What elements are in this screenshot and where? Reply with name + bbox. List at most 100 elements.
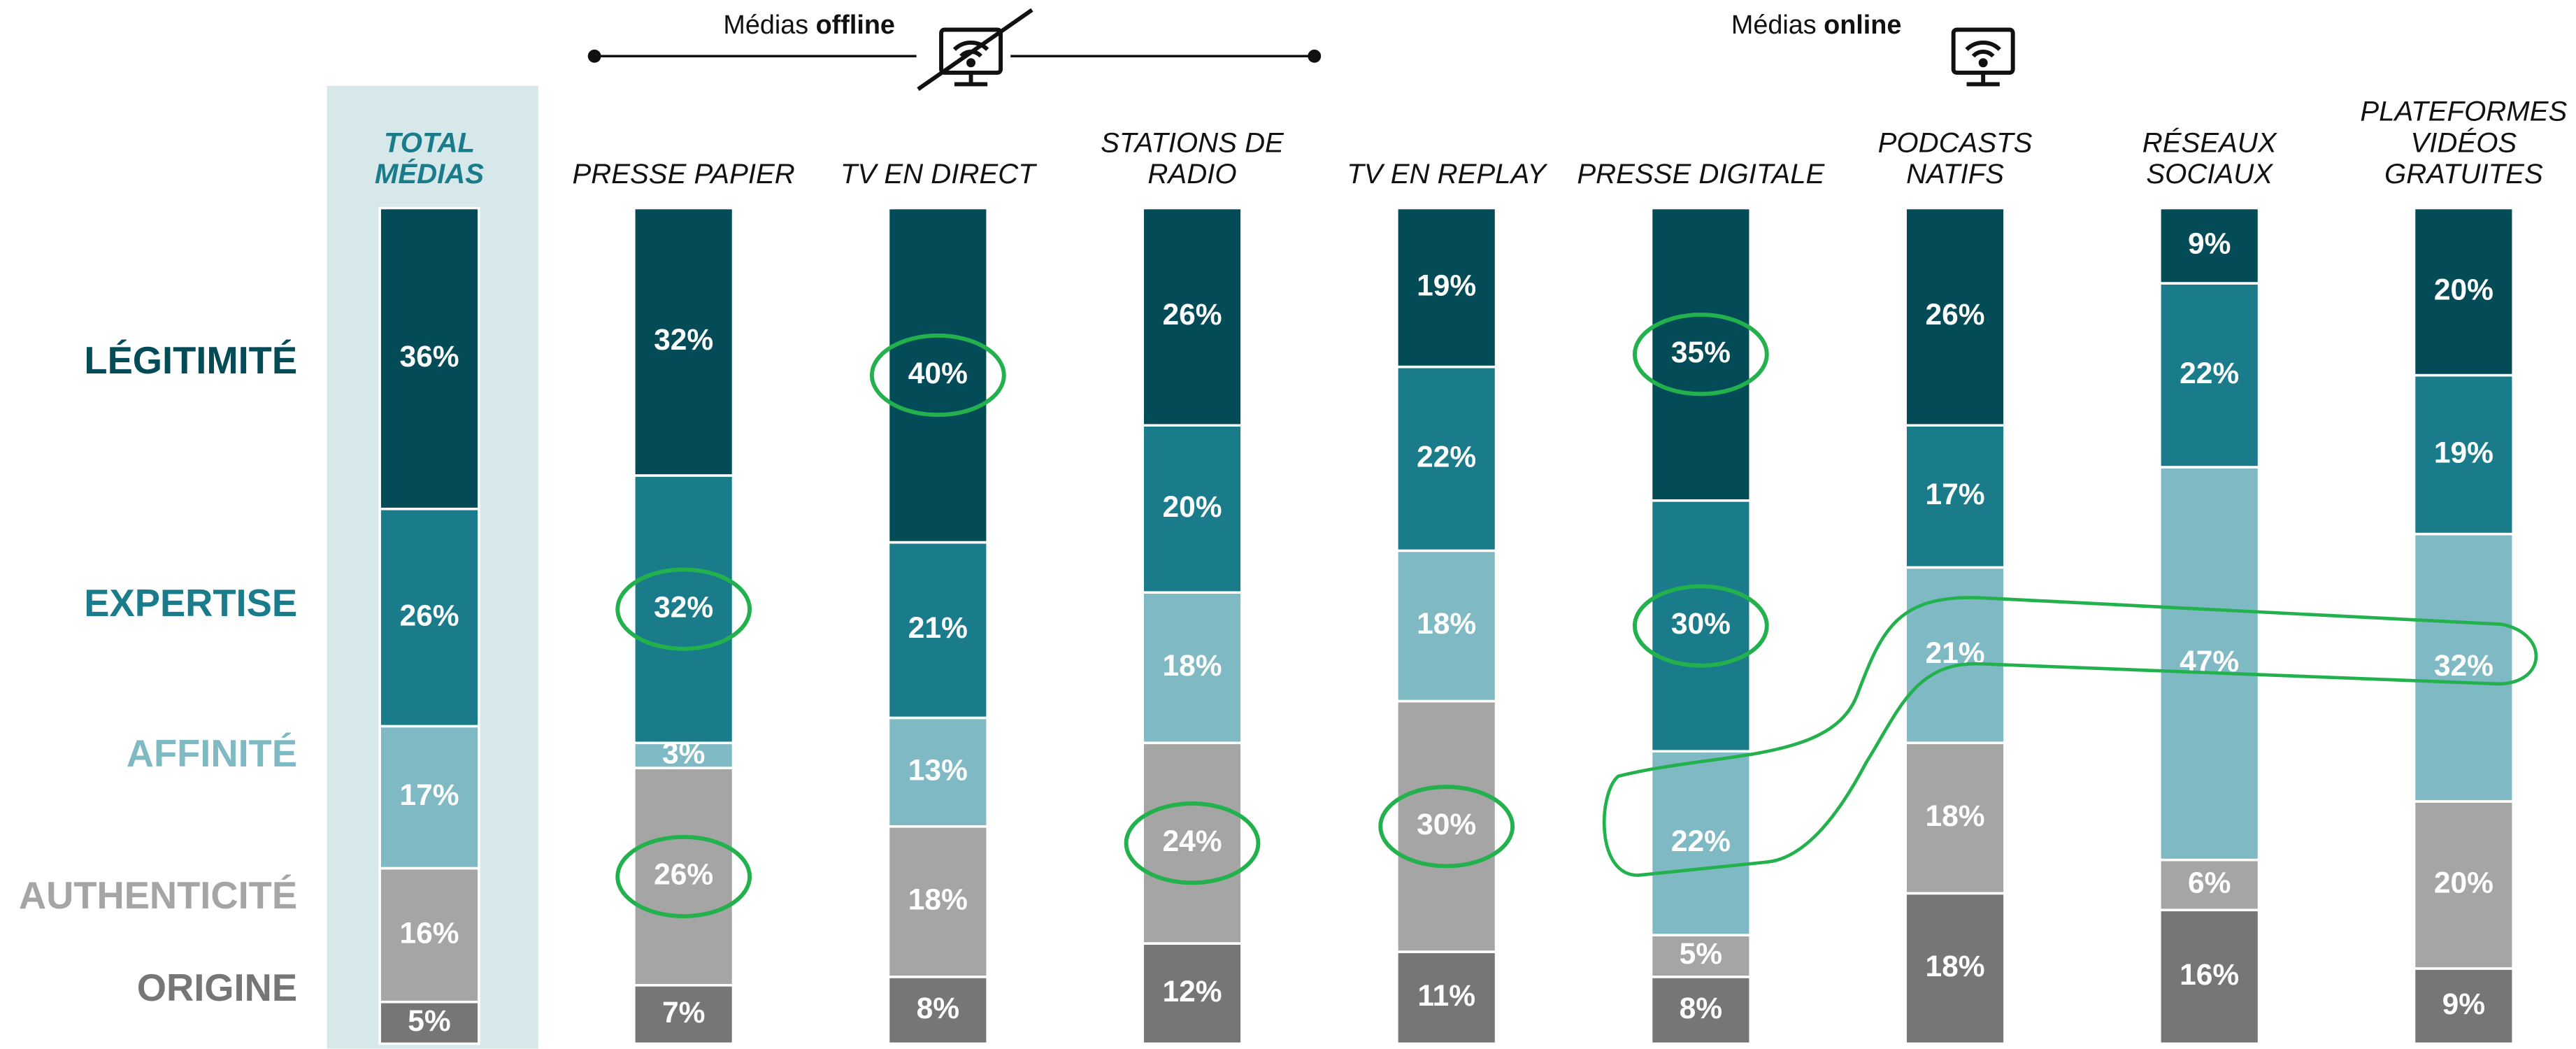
bar-segment <box>1904 741 2006 895</box>
category-label: TV EN REPLAY <box>1347 158 1547 190</box>
value-label: 26% <box>654 859 713 892</box>
bar-segment <box>1904 424 2006 569</box>
bars: 5%16%17%26%36%7%26%3%32%32%8%18%13%21%40… <box>378 206 2514 1046</box>
annotation-prefix: Médias <box>723 10 808 40</box>
legend-label: EXPERTISE <box>84 582 297 625</box>
value-label: 17% <box>1925 478 1984 511</box>
bar-segment <box>2159 206 2261 285</box>
value-label: 16% <box>2180 959 2239 992</box>
bar-segment <box>1396 206 1498 369</box>
value-label: 26% <box>1925 299 1984 331</box>
bar-segment <box>1650 976 1752 1046</box>
bar-segment <box>378 206 480 511</box>
value-label: 18% <box>1162 650 1222 683</box>
online-label: Médias online <box>1731 10 1901 40</box>
bar-segment <box>1141 942 1243 1046</box>
bar-segment <box>1396 950 1498 1046</box>
bar-segment <box>887 206 989 544</box>
value-label: 35% <box>1671 336 1731 369</box>
value-label: 8% <box>1680 992 1722 1025</box>
bar-segment <box>1904 892 2006 1046</box>
bar-segment <box>1141 741 1243 945</box>
highlight-circle <box>1124 801 1261 885</box>
bar-segment <box>1396 549 1498 703</box>
bar-segment <box>887 716 989 828</box>
tv-offline-icon <box>917 8 1033 91</box>
bar-segment <box>1650 499 1752 753</box>
highlight-circle <box>615 567 752 651</box>
value-label: 19% <box>1417 269 1476 302</box>
legend-label: ORIGINE <box>137 966 297 1009</box>
bar-segment <box>378 507 480 728</box>
bar-segment <box>1141 206 1243 427</box>
bar-segment <box>2412 206 2514 377</box>
legend-label: AUTHENTICITÉ <box>19 874 297 917</box>
bar-segment <box>1141 591 1243 745</box>
annotation-emphasis: offline <box>816 10 895 40</box>
value-label: 24% <box>1162 825 1222 858</box>
category-label: RÉSEAUX SOCIAUX <box>2142 127 2277 190</box>
legend-label: LÉGITIMITÉ <box>84 339 297 382</box>
bar-segment <box>887 541 989 720</box>
offline-bracket <box>587 49 1322 63</box>
value-label: 11% <box>1417 980 1475 1013</box>
category-label: TV EN DIRECT <box>840 158 1036 190</box>
value-label: 22% <box>1671 825 1731 858</box>
value-label: 18% <box>1925 950 1984 983</box>
value-label: 5% <box>408 1005 450 1038</box>
offline-label: Médias offline <box>723 10 895 40</box>
value-label: 5% <box>1680 938 1722 971</box>
value-label: 22% <box>1417 441 1476 473</box>
highlight-loop <box>1602 596 2538 877</box>
bar-segment <box>633 206 735 477</box>
value-label: 20% <box>1162 491 1222 524</box>
value-label: 18% <box>1417 608 1476 641</box>
value-label: 18% <box>908 884 968 917</box>
bar-segment <box>633 766 735 987</box>
value-label: 30% <box>1417 808 1476 841</box>
value-label: 20% <box>2434 867 2493 900</box>
bar-segment <box>378 866 480 1004</box>
value-label: 9% <box>2188 228 2231 261</box>
highlights <box>615 313 1769 919</box>
highlight-circle <box>615 834 752 919</box>
bar-segment <box>633 984 735 1046</box>
value-label: 26% <box>1162 299 1222 331</box>
annotation-emphasis: online <box>1824 10 1901 40</box>
category-label: PLATEFORMES VIDÉOS GRATUITES <box>2360 95 2568 190</box>
highlight-circle <box>869 333 1006 418</box>
category-label: PRESSE DIGITALE <box>1577 158 1825 190</box>
bar-segment <box>378 1000 480 1046</box>
value-label: 19% <box>2434 436 2493 469</box>
bar-segment <box>2412 373 2514 536</box>
value-label: 30% <box>1671 608 1731 641</box>
bar-segment <box>1650 206 1752 502</box>
value-label: 32% <box>654 324 713 357</box>
value-label: 22% <box>2180 357 2239 390</box>
highlight-circle <box>1378 785 1515 869</box>
value-label: 12% <box>1162 976 1222 1008</box>
bar-segment <box>1396 365 1498 552</box>
bar-segment <box>1141 424 1243 594</box>
value-label: 13% <box>908 754 968 787</box>
bar-segment <box>887 976 989 1046</box>
value-label: 32% <box>2434 650 2493 683</box>
category-label: TOTAL MÉDIAS <box>374 127 485 190</box>
category-label: PODCASTS NATIFS <box>1877 127 2033 190</box>
bar-segment <box>378 725 480 870</box>
value-label: 18% <box>1925 800 1984 833</box>
annotation-prefix: Médias <box>1731 10 1817 40</box>
bar-segment <box>1904 206 2006 427</box>
value-label: 21% <box>908 612 968 645</box>
value-label: 32% <box>654 591 713 624</box>
bar-segment <box>1650 750 1752 936</box>
value-label: 16% <box>399 917 459 950</box>
category-label: PRESSE PAPIER <box>572 158 795 190</box>
value-label: 36% <box>399 341 459 373</box>
bar-segment <box>633 741 735 769</box>
bar-segment <box>2159 858 2261 912</box>
bar-segment <box>2159 282 2261 469</box>
